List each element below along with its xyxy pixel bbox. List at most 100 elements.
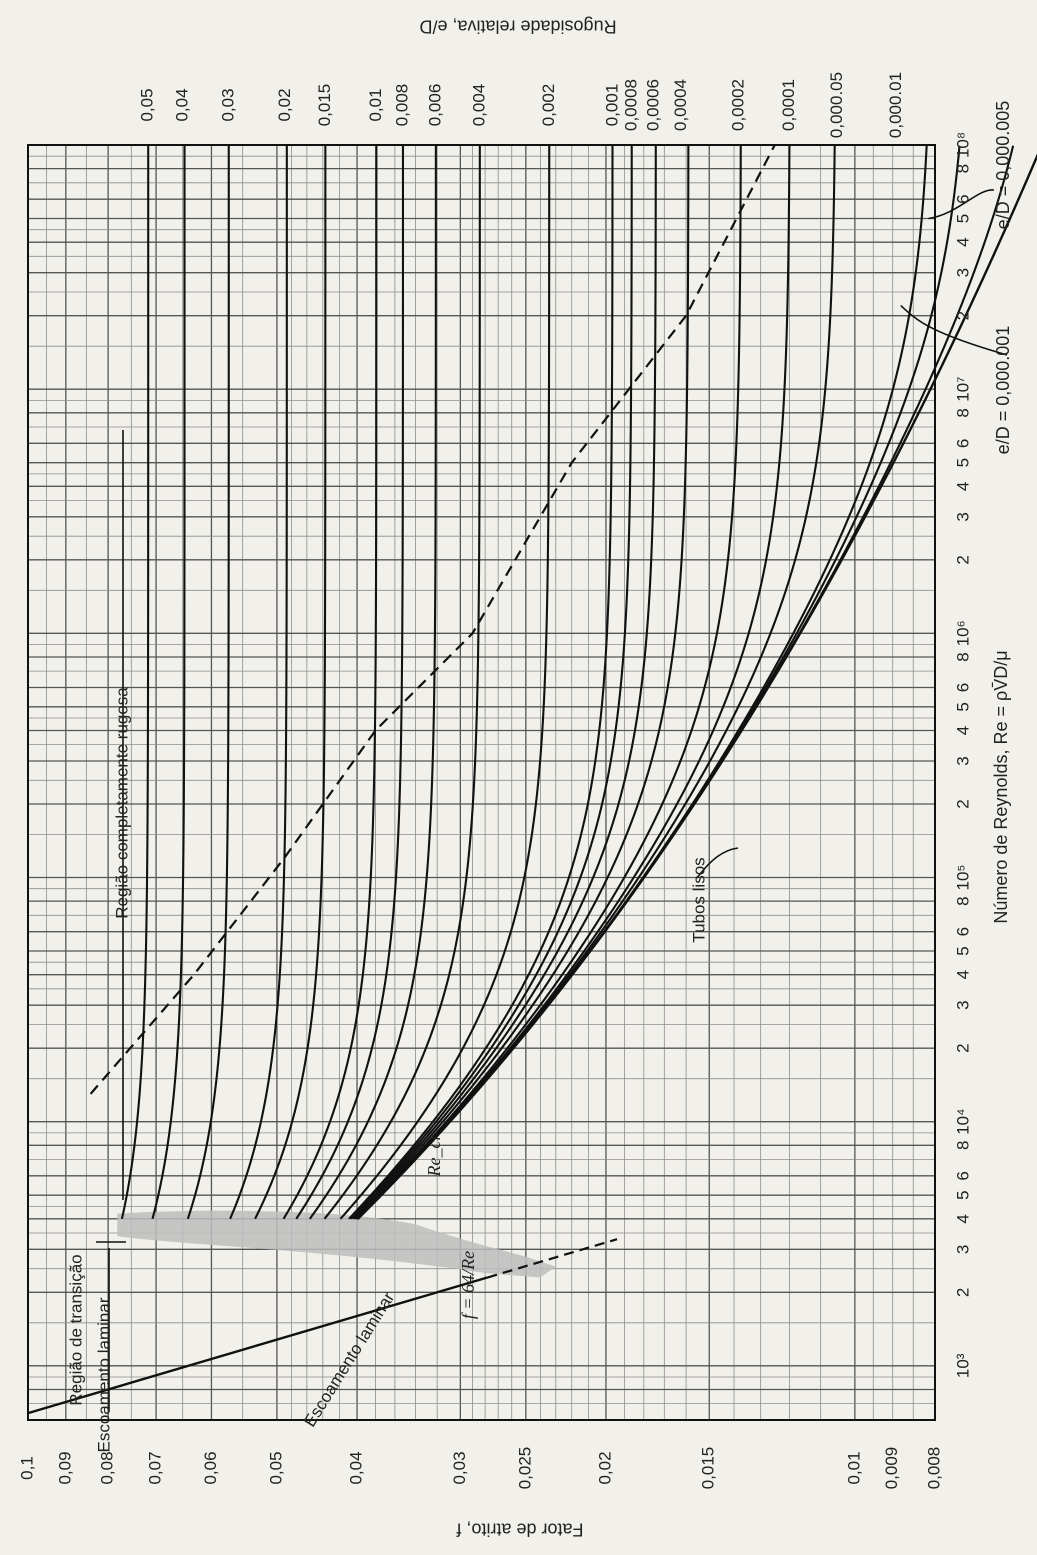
friction-curve [295,145,405,1220]
reynolds-axis-tick-label: 6 [953,683,972,692]
laminar-extension [487,1238,618,1279]
laminar-region-label: Escoamento laminar [94,1297,113,1452]
reynolds-axis-tick-label: 3 [953,512,972,521]
roughness-axis-tick-label: 0,015 [315,84,334,127]
reynolds-axis-tick-label: 10⁵ [953,865,972,891]
friction-curve [323,145,481,1220]
reynolds-axis-tick-label: 5 [953,946,972,955]
reynolds-axis-tick-label: 2 [953,555,972,564]
laminar-formula-label: f = 64/Re [458,1251,478,1319]
reynolds-axis-tick-label: 4 [953,726,972,735]
reynolds-axis-tick-label: 2 [953,1043,972,1052]
friction-axis-tick-label: 0,09 [55,1451,74,1484]
friction-curve [349,145,633,1220]
reynolds-axis-tick-label: 4 [953,237,972,246]
reynolds-axis-tick-label: 3 [953,268,972,277]
roughness-axis-tick-label: 0,01 [366,88,385,121]
reynolds-axis-tick-label: 3 [953,756,972,765]
roughness-axis-tick-label: 0,000.01 [886,72,905,138]
fully-rough-boundary [89,144,776,1095]
series-layer [27,144,1037,1415]
friction-curve [356,145,791,1220]
reynolds-axis-tick-label: 5 [953,214,972,223]
roughness-axis-tick-label: 0,008 [392,84,411,127]
friction-axis-tick-label: 0,03 [450,1451,469,1484]
friction-curve [309,145,437,1220]
reynolds-axis-tick-label: 10³ [953,1353,972,1378]
friction-axis-label: Fator de atrito, f [455,1519,583,1539]
friction-axis-tick-label: 0,06 [201,1451,220,1484]
roughness-axis-tick-label: 0,0004 [671,79,690,131]
friction-axis-tick-label: 0,05 [266,1451,285,1484]
roughness-axis-tick-label: 0,001 [603,84,622,127]
reynolds-axis-tick-label: 5 [953,702,972,711]
roughness-axis-tick-label: 0,0002 [729,79,748,131]
friction-axis-tick-label: 0,01 [844,1451,863,1484]
roughness-axis-tick-label: 0,03 [219,88,238,121]
friction-curve [282,145,378,1220]
annotation-leader-line [928,189,995,220]
reynolds-axis-tick-label: 6 [953,927,972,936]
friction-curve [355,145,742,1220]
plot-frame [27,144,936,1421]
friction-axis-tick-label: 0,07 [146,1451,165,1484]
friction-curve [229,145,288,1220]
small-roughness-annotation: e/D = 0,000.001 [993,326,1013,455]
roughness-axis-tick-label: 0,004 [470,84,489,127]
friction-axis-tick-label: 0,009 [882,1447,901,1490]
reynolds-axis-tick-label: 4 [953,970,972,979]
roughness-axis-tick-label: 0,0006 [643,79,662,131]
smooth-pipe-label: Tubos lisos [689,857,708,942]
roughness-axis-label: Rugosidade relativa, e/D [419,16,616,36]
roughness-axis-tick-label: 0,0001 [779,79,798,131]
smooth-pipe-leader-line [696,847,739,879]
friction-curve [151,145,186,1220]
friction-curve [357,153,1037,1220]
reynolds-axis-tick-label: 8 [953,896,972,905]
very-small-roughness-annotation: e/D = 0,000.005 [993,101,1013,230]
friction-curve [254,145,327,1220]
reynolds-axis-tick-label: 10⁷ [953,377,972,402]
reynolds-axis-tick-label: 3 [953,1245,972,1254]
friction-axis-tick-label: 0,025 [515,1447,534,1490]
reynolds-axis-tick-label: 10⁸ [953,132,972,158]
roughness-axis-tick-label: 0,04 [173,88,192,121]
reynolds-axis-tick-label: 2 [953,311,972,320]
friction-curve [348,145,614,1220]
critical-reynolds-shaded-region [117,1210,556,1278]
reynolds-axis-tick-label: 6 [953,1171,972,1180]
annotation-leader-line [900,304,1008,356]
reynolds-axis-tick-label: 8 [953,1141,972,1150]
label-layer: 0,1 0,09 0,08 0,07 0,06 0,05 0,04 0,03 0,025 0,02… [17,16,1012,1539]
roughness-axis-tick-label: 0,0008 [622,79,641,131]
friction-curve [351,145,657,1220]
roughness-axis-tick-label: 0,02 [275,88,294,121]
reynolds-axis-tick-label: 2 [953,799,972,808]
reynolds-axis-tick-label: 6 [953,439,972,448]
reynolds-axis-tick-label: 2 [953,1288,972,1297]
friction-curve [186,145,230,1220]
friction-axis-tick-label: 0,04 [347,1451,366,1484]
friction-axis-tick-label: 0,08 [98,1451,117,1484]
friction-axis-tick-label: 0,02 [595,1451,614,1484]
reynolds-axis-tick-label: 8 [953,652,972,661]
laminar-line [27,1276,488,1415]
friction-curve [339,145,551,1220]
reynolds-axis-tick-label: 3 [953,1000,972,1009]
critical-reynolds-label: Re_cr [424,1133,444,1178]
reynolds-axis-tick-label: 8 [953,408,972,417]
reynolds-axis-tick-label: 4 [953,1214,972,1223]
reynolds-axis-label: Número de Reynolds, Re = ρV̄D/μ [991,650,1011,923]
reynolds-axis-tick-label: 8 [953,164,972,173]
friction-curve [353,145,690,1220]
friction-axis-tick-label: 0,008 [924,1447,943,1490]
fully-rough-region-label: Região completamente rugosa [112,687,131,919]
friction-curve [120,145,150,1220]
roughness-axis-tick-label: 0,000.05 [827,72,846,138]
roughness-axis-tick-label: 0,05 [137,88,156,121]
roughness-axis-tick-label: 0,006 [426,84,445,127]
